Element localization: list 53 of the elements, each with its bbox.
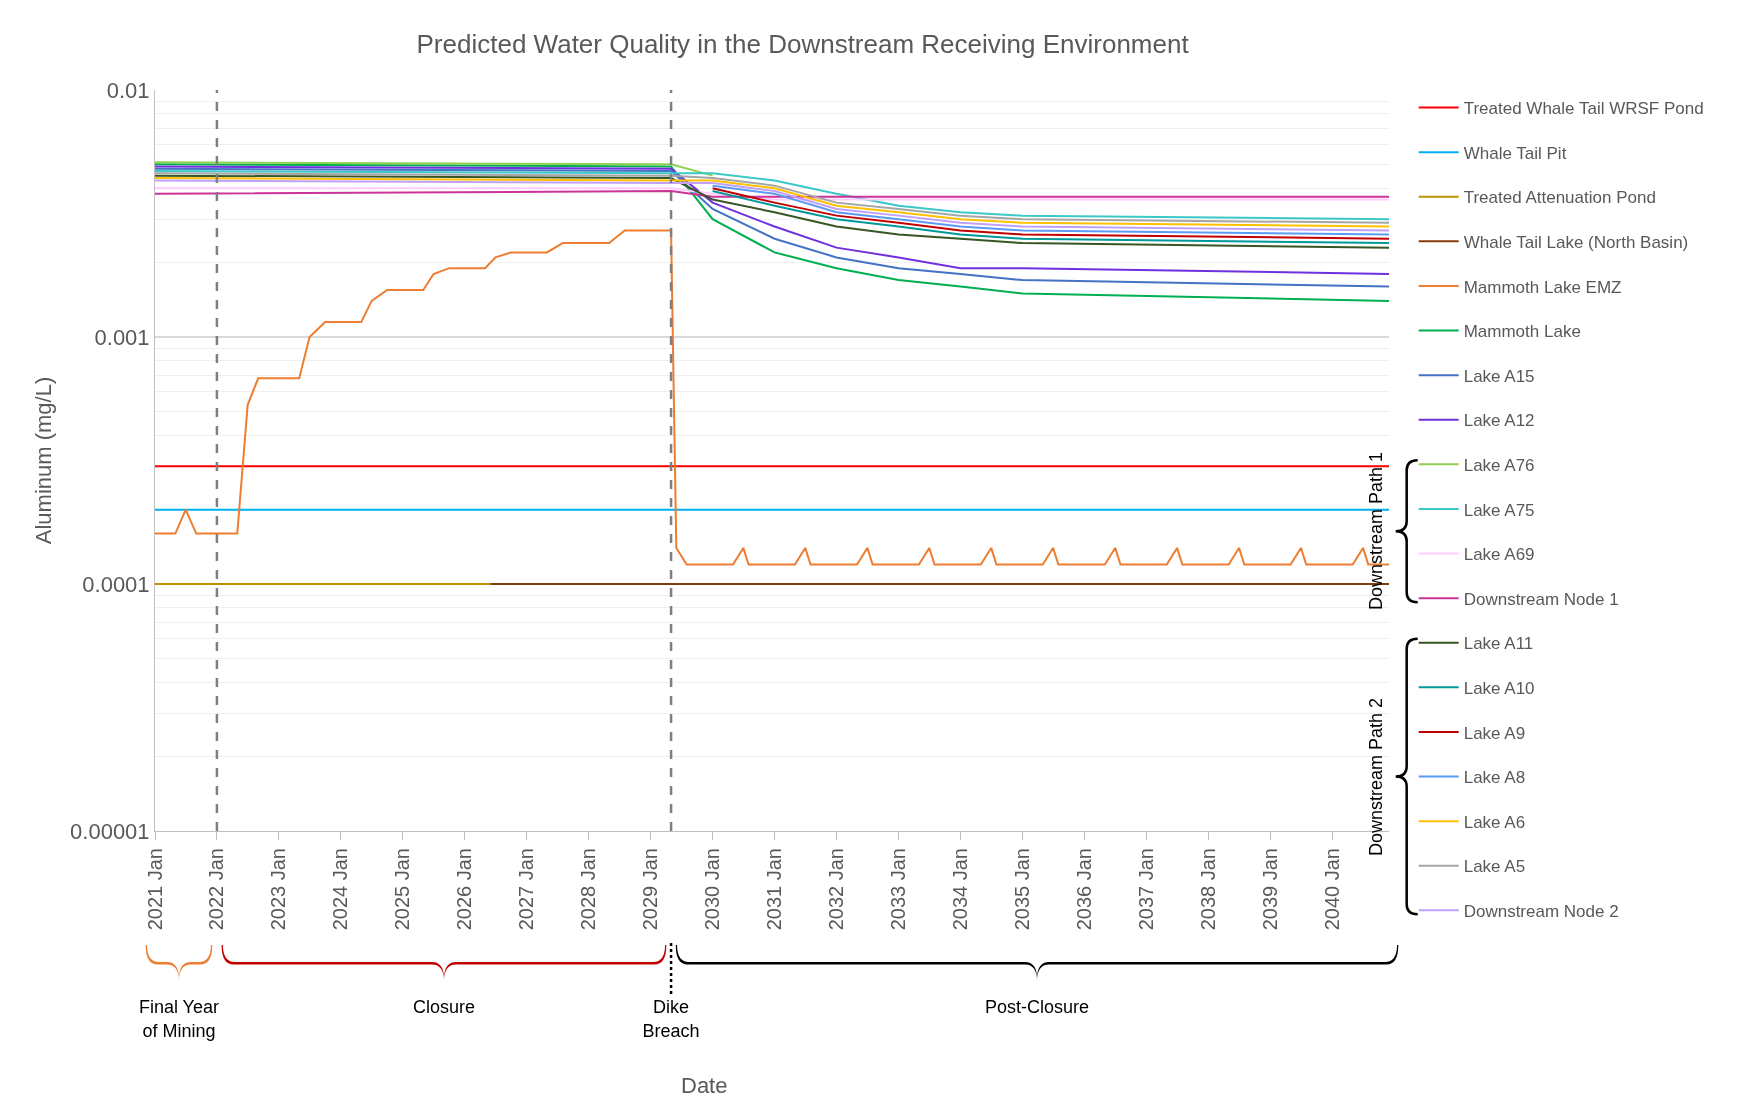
legend-label: Lake A76 [1463,455,1535,475]
x-tick-label: 2030 Jan [701,848,724,931]
x-tick-label: 2033 Jan [887,848,910,931]
annotation: Downstream Path 1 [1365,452,1387,611]
x-tick-label: 2023 Jan [267,848,290,931]
legend-label: Lake A12 [1463,411,1535,431]
y-tick-label: 0.0001 [82,571,150,597]
x-tick-label: 2021 Jan [143,848,166,931]
legend-label: Lake A11 [1463,634,1534,654]
x-tick-label: 2037 Jan [1134,848,1157,931]
legend-label: Mammoth Lake EMZ [1463,277,1622,297]
legend-label: Treated Whale Tail WRSF Pond [1463,99,1704,119]
legend-label: Downstream Node 2 [1463,901,1619,921]
text: Final Year of Mining [137,996,220,1044]
y-tick-label: 0.001 [94,324,150,350]
x-tick-label: 2031 Jan [763,848,786,931]
legend-label: Lake A15 [1463,366,1535,386]
x-tick-label: 2027 Jan [515,848,538,931]
x-tick-label: 2034 Jan [948,848,971,931]
y-axis-title: Aluminum (mg/L) [30,376,56,545]
x-tick-label: 2022 Jan [205,848,228,931]
legend-label: Mammoth Lake [1463,322,1581,342]
legend-label: Downstream Node 1 [1463,589,1619,609]
x-tick-label: 2039 Jan [1258,848,1281,931]
legend-label: Lake A9 [1463,723,1526,743]
x-tick-label: 2038 Jan [1196,848,1219,931]
text: Post-Closure [984,996,1091,1019]
legend-label: Treated Attenuation Pond [1463,188,1656,208]
x-tick-label: 2036 Jan [1072,848,1095,931]
x-tick-label: 2035 Jan [1010,848,1033,931]
text: Date [681,1073,728,1098]
x-tick-label: 2025 Jan [391,848,414,931]
y-tick-label: 0.01 [106,77,150,103]
x-tick-label: 2029 Jan [639,848,662,931]
annotation: Downstream Path 2 [1365,697,1387,856]
legend-label: Lake A6 [1463,812,1526,832]
x-tick-label: 2028 Jan [577,848,600,931]
x-tick-label: 2024 Jan [329,848,352,931]
line-series [155,174,1389,249]
legend-label: Lake A75 [1463,500,1535,520]
text: Dike Breach [641,996,701,1044]
legend-label: Lake A69 [1463,545,1535,565]
legend-label: Lake A10 [1463,678,1535,698]
legend-label: Lake A8 [1463,768,1526,788]
x-tick-label: 2032 Jan [824,848,847,931]
legend-label: Lake A5 [1463,857,1526,877]
x-tick-label: 2026 Jan [453,848,476,931]
legend-label: Whale Tail Lake (North Basin) [1463,232,1689,252]
text: Closure [411,996,476,1019]
legend-label: Whale Tail Pit [1463,143,1567,163]
chart-title: Predicted Water Quality in the Downstream Receiving Environment [416,29,1190,60]
y-tick-label: 0.00001 [70,818,150,844]
x-tick-label: 2040 Jan [1320,848,1343,931]
